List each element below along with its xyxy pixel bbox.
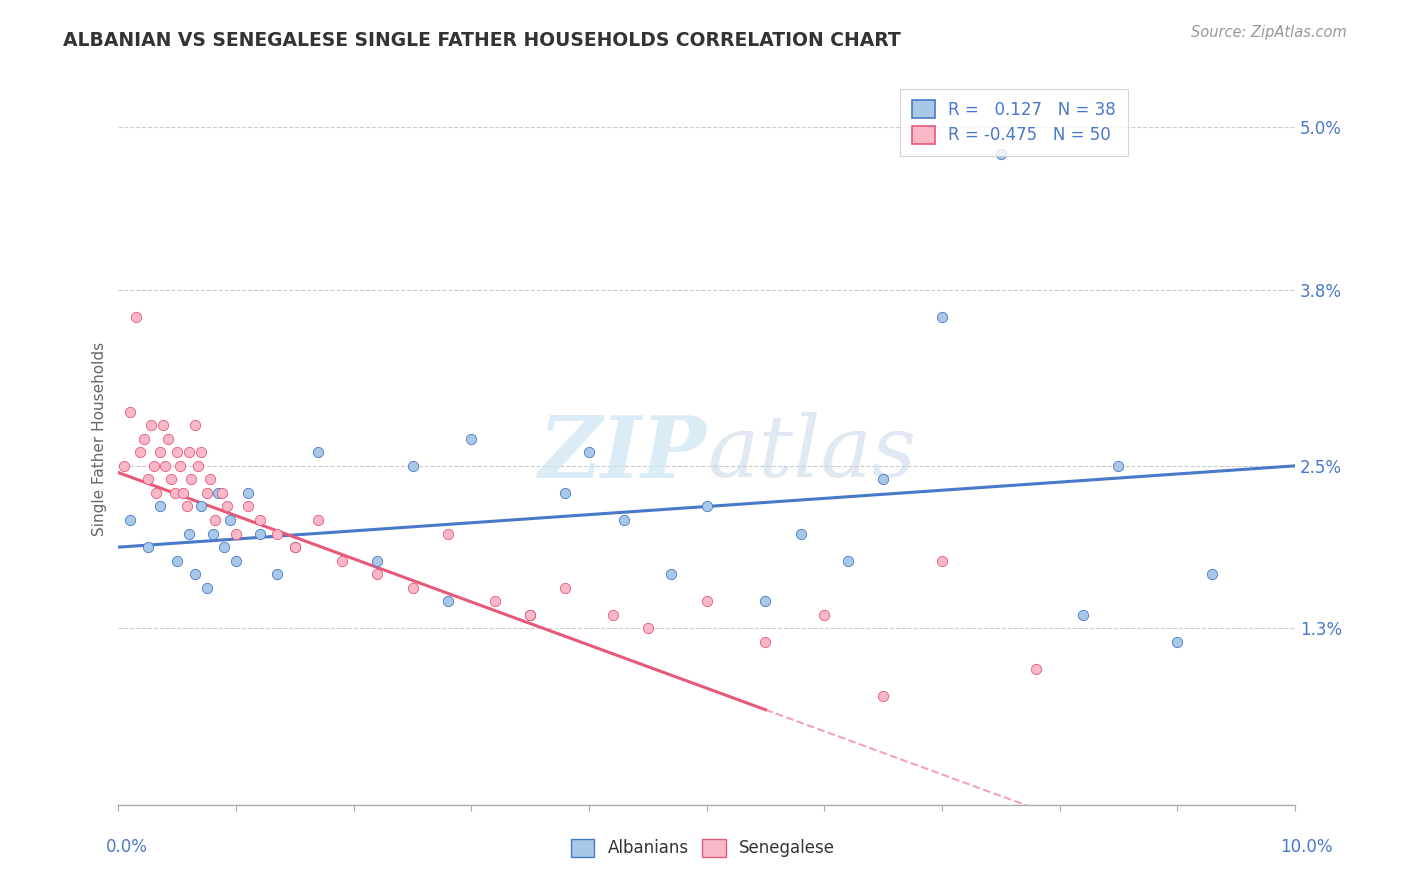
Point xyxy=(136,540,159,554)
Point xyxy=(166,554,188,568)
Point xyxy=(177,526,200,541)
Point xyxy=(225,554,247,568)
Point xyxy=(437,594,460,608)
Point xyxy=(1166,635,1188,649)
Point xyxy=(637,622,659,636)
Point xyxy=(931,554,953,568)
Point xyxy=(145,486,167,500)
Point xyxy=(172,486,194,500)
Point xyxy=(225,526,247,541)
Point xyxy=(696,500,718,514)
Point xyxy=(696,594,718,608)
Point xyxy=(204,513,226,527)
Text: ZIP: ZIP xyxy=(538,411,707,495)
Point xyxy=(176,500,198,514)
Point xyxy=(149,500,172,514)
Point xyxy=(790,526,813,541)
Point xyxy=(519,607,541,622)
Point xyxy=(284,540,307,554)
Point xyxy=(211,486,233,500)
Point xyxy=(366,567,388,582)
Point xyxy=(200,472,222,486)
Point xyxy=(602,607,624,622)
Point xyxy=(134,432,156,446)
Point xyxy=(1201,567,1223,582)
Point xyxy=(120,405,142,419)
Point xyxy=(152,418,174,433)
Point xyxy=(872,689,894,703)
Point xyxy=(872,472,894,486)
Point xyxy=(190,500,212,514)
Point xyxy=(284,540,307,554)
Point xyxy=(142,458,165,473)
Point xyxy=(249,513,271,527)
Point xyxy=(207,486,229,500)
Text: 0.0%: 0.0% xyxy=(105,838,148,855)
Point xyxy=(659,567,682,582)
Point xyxy=(1107,458,1129,473)
Point xyxy=(330,554,353,568)
Point xyxy=(249,526,271,541)
Point xyxy=(990,147,1012,161)
Point xyxy=(163,486,186,500)
Text: 10.0%: 10.0% xyxy=(1281,838,1333,855)
Point xyxy=(201,526,224,541)
Point xyxy=(128,445,150,459)
Point xyxy=(141,418,163,433)
Point xyxy=(215,500,238,514)
Point xyxy=(613,513,636,527)
Point xyxy=(1025,662,1047,676)
Point xyxy=(214,540,236,554)
Text: ALBANIAN VS SENEGALESE SINGLE FATHER HOUSEHOLDS CORRELATION CHART: ALBANIAN VS SENEGALESE SINGLE FATHER HOU… xyxy=(63,31,901,50)
Point xyxy=(401,581,423,595)
Point xyxy=(136,472,159,486)
Point xyxy=(187,458,209,473)
Point xyxy=(236,500,259,514)
Legend: Albanians, Senegalese: Albanians, Senegalese xyxy=(564,832,842,864)
Point xyxy=(236,486,259,500)
Point xyxy=(307,513,329,527)
Point xyxy=(554,486,576,500)
Point xyxy=(578,445,600,459)
Point xyxy=(519,607,541,622)
Point xyxy=(180,472,202,486)
Point xyxy=(219,513,242,527)
Point xyxy=(166,445,188,459)
Point xyxy=(813,607,835,622)
Point xyxy=(169,458,191,473)
Point xyxy=(307,445,329,459)
Point xyxy=(484,594,506,608)
Point xyxy=(931,310,953,324)
Text: Source: ZipAtlas.com: Source: ZipAtlas.com xyxy=(1191,25,1347,40)
Point xyxy=(437,526,460,541)
Legend: R =   0.127   N = 38, R = -0.475   N = 50: R = 0.127 N = 38, R = -0.475 N = 50 xyxy=(900,88,1128,156)
Point xyxy=(184,418,207,433)
Point xyxy=(177,445,200,459)
Point xyxy=(460,432,482,446)
Point xyxy=(195,581,218,595)
Point xyxy=(156,432,179,446)
Point xyxy=(754,635,776,649)
Point xyxy=(195,486,218,500)
Point xyxy=(184,567,207,582)
Point xyxy=(266,567,288,582)
Point xyxy=(160,472,183,486)
Point xyxy=(754,594,776,608)
Point xyxy=(1071,607,1094,622)
Point xyxy=(554,581,576,595)
Point xyxy=(112,458,135,473)
Point xyxy=(190,445,212,459)
Point xyxy=(401,458,423,473)
Point xyxy=(366,554,388,568)
Point xyxy=(266,526,288,541)
Point xyxy=(837,554,859,568)
Text: atlas: atlas xyxy=(707,412,915,495)
Point xyxy=(120,513,142,527)
Point xyxy=(155,458,177,473)
Point xyxy=(125,310,148,324)
Point xyxy=(149,445,172,459)
Y-axis label: Single Father Households: Single Father Households xyxy=(93,342,107,536)
